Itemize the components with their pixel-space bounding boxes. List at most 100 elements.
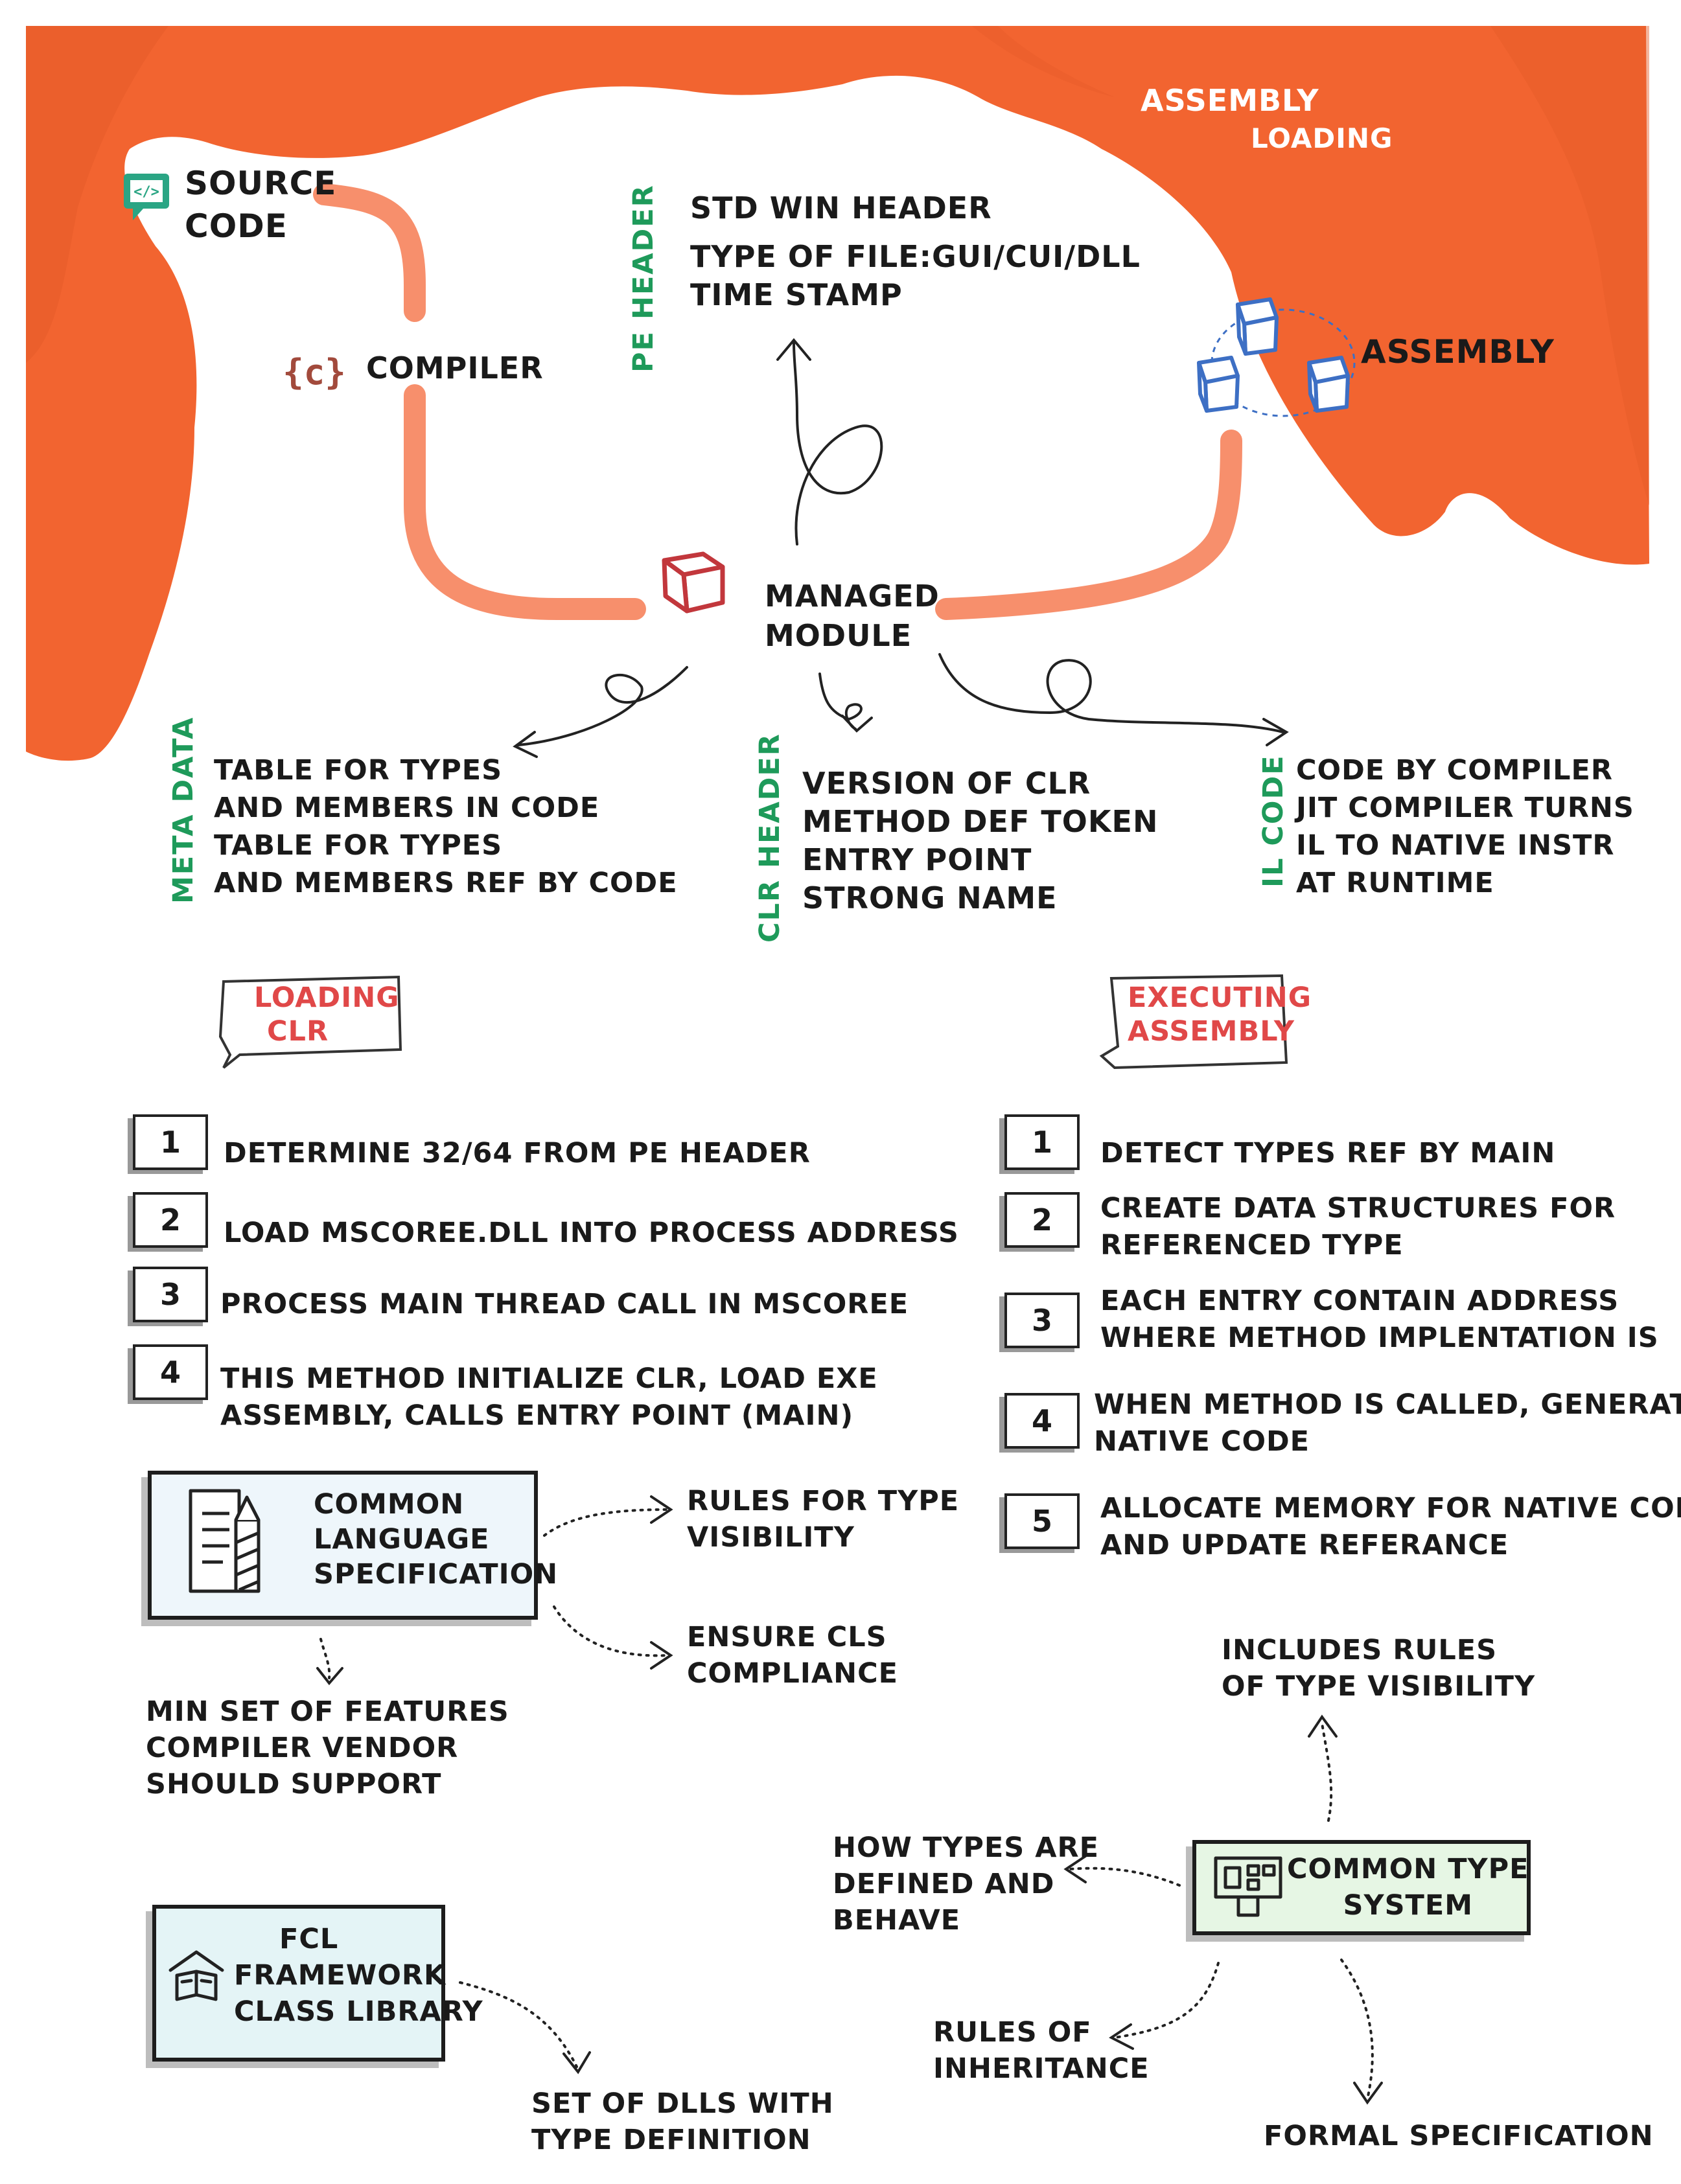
- arrow-head: [1262, 718, 1289, 746]
- curtain-fold: [972, 26, 1115, 97]
- cts-how-line: BEHAVE: [833, 1903, 961, 1937]
- clr-header-line: ENTRY POINT: [802, 842, 1032, 877]
- loading-step-line: PROCESS MAIN THREAD CALL IN MSCOREE: [220, 1288, 909, 1320]
- pe-header-lines: STD WIN HEADER TYPE OF FILE:GUI/CUI/DLL …: [690, 189, 1141, 314]
- curtain-fold: [1490, 26, 1649, 505]
- executing-step-number: 4: [1004, 1393, 1080, 1449]
- clr-header-tag: CLR HEADER: [754, 733, 786, 943]
- cls-rule-line: RULES FOR TYPE: [687, 1485, 960, 1517]
- source-code-line1: SOURCE: [185, 165, 337, 202]
- cls-rule-visibility: RULES FOR TYPE VISIBILITY: [687, 1484, 959, 1556]
- il-code-tag: IL CODE: [1257, 754, 1290, 888]
- il-code-line: AT RUNTIME: [1296, 867, 1494, 900]
- il-code-line: JIT COMPILER TURNS: [1296, 792, 1634, 825]
- loading-step-text: THIS METHOD INITIALIZE CLR, LOAD EXE ASS…: [220, 1361, 878, 1434]
- executing-step-text: ALLOCATE MEMORY FOR NATIVE CODE AND UPDA…: [1100, 1490, 1681, 1564]
- executing-step-line: CREATE DATA STRUCTURES FOR: [1100, 1192, 1616, 1224]
- cls-min-set-line: SHOULD SUPPORT: [146, 1767, 442, 1800]
- curtain-fold: [26, 26, 168, 363]
- cls-compliance-line: ENSURE CLS: [687, 1621, 887, 1653]
- cls-min-set-line: COMPILER VENDOR: [146, 1731, 459, 1764]
- arrow-head: [513, 731, 538, 758]
- pe-header-tag: PE HEADER: [627, 184, 660, 373]
- cls-rule-line: VISIBILITY: [687, 1521, 855, 1554]
- loading-step-line: THIS METHOD INITIALIZE CLR, LOAD EXE: [220, 1362, 878, 1395]
- cls-to-rules: [543, 1508, 669, 1537]
- il-code-lines: CODE BY COMPILER JIT COMPILER TURNS IL T…: [1296, 752, 1634, 902]
- structure-icon: [1214, 1856, 1282, 1917]
- executing-assembly-line2: ASSEMBLY: [1128, 1015, 1295, 1048]
- managed-module-line2: MODULE: [765, 617, 912, 653]
- source-code-line2: CODE: [185, 207, 288, 245]
- executing-step-text: EACH ENTRY CONTAIN ADDRESS WHERE METHOD …: [1100, 1283, 1659, 1357]
- arrow-head: [776, 338, 811, 361]
- cls-title: COMMON LANGUAGE SPECIFICATION: [314, 1488, 558, 1592]
- cls-compliance: ENSURE CLS COMPLIANCE: [687, 1620, 898, 1692]
- fcl-title: FCL FRAMEWORK CLASS LIBRARY: [234, 1922, 483, 2030]
- executing-step-line: REFERENCED TYPE: [1100, 1228, 1404, 1261]
- managed-module-label: MANAGED MODULE: [765, 577, 940, 655]
- loading-step-number: 4: [133, 1344, 208, 1400]
- clr-header-line: STRONG NAME: [802, 880, 1058, 915]
- cls-card: COMMON LANGUAGE SPECIFICATION: [148, 1471, 557, 1620]
- managed-module-line1: MANAGED: [765, 579, 940, 614]
- arrow-head: [841, 715, 873, 733]
- ribbon-loading-clr: [218, 975, 402, 1069]
- svg-text:{c}: {c}: [283, 352, 346, 393]
- metadata-tag: META DATA: [167, 716, 200, 904]
- cts-title-line: COMMON TYPE: [1287, 1853, 1529, 1885]
- pe-header-line: STD WIN HEADER: [690, 190, 992, 225]
- executing-step-text: DETECT TYPES REF BY MAIN: [1100, 1135, 1555, 1172]
- fcl-card: FCL FRAMEWORK CLASS LIBRARY: [152, 1905, 483, 2062]
- pipe-compiler-to-module: [404, 384, 646, 620]
- loading-step-line: LOAD MSCOREE.DLL INTO PROCESS ADDRESS: [224, 1217, 959, 1249]
- clr-header-lines: VERSION OF CLR METHOD DEF TOKEN ENTRY PO…: [802, 764, 1158, 917]
- executing-step-line: EACH ENTRY CONTAIN ADDRESS: [1100, 1285, 1619, 1317]
- fcl-dlls-line: TYPE DEFINITION: [531, 2123, 811, 2156]
- loading-clr-line2: CLR: [267, 1015, 329, 1048]
- loading-step-line: DETERMINE 32/64 FROM PE HEADER: [224, 1137, 811, 1169]
- loading-step-number: 2: [133, 1192, 208, 1248]
- braces-c-icon: {c}: [283, 352, 346, 393]
- clr-header-line: VERSION OF CLR: [802, 766, 1091, 801]
- cts-includes: INCLUDES RULES OF TYPE VISIBILITY: [1222, 1633, 1535, 1705]
- executing-step-number: 3: [1004, 1293, 1080, 1348]
- metadata-line: TABLE FOR TYPES: [214, 829, 503, 862]
- pipe-source-to-compiler: [313, 183, 426, 322]
- ribbon-executing-assembly: [1099, 974, 1288, 1070]
- cts-to-inherit: [1113, 1962, 1220, 2039]
- loading-step-text: LOAD MSCOREE.DLL INTO PROCESS ADDRESS: [224, 1215, 959, 1252]
- cts-includes-line: INCLUDES RULES: [1222, 1634, 1498, 1666]
- pe-header-line: TIME STAMP: [690, 277, 903, 312]
- header-title: ASSEMBLY LOADING: [1141, 81, 1393, 156]
- loading-step-text: DETERMINE 32/64 FROM PE HEADER: [224, 1135, 811, 1172]
- cts-card: COMMON TYPE SYSTEM: [1192, 1840, 1531, 1935]
- metadata-line: AND MEMBERS IN CODE: [214, 792, 600, 825]
- loop-arrow-metadata: [517, 666, 688, 746]
- fcl-title-line: FRAMEWORK: [234, 1959, 446, 1992]
- executing-step-line: AND UPDATE REFERANCE: [1100, 1528, 1509, 1561]
- cts-formal: FORMAL SPECIFICATION: [1264, 2119, 1654, 2155]
- executing-step-line: WHEN METHOD IS CALLED, GENERATE: [1094, 1388, 1681, 1421]
- cube-icon: [662, 551, 725, 614]
- code-monitor-icon: </>: [124, 174, 169, 220]
- executing-step-line: DETECT TYPES REF BY MAIN: [1100, 1137, 1556, 1169]
- cls-title-line: LANGUAGE: [314, 1523, 490, 1556]
- source-code-label: SOURCE CODE: [185, 162, 336, 247]
- cls-title-line: COMMON: [314, 1488, 465, 1521]
- cls-min-set: MIN SET OF FEATURES COMPILER VENDOR SHOU…: [146, 1694, 509, 1803]
- executing-assembly-title: EXECUTING ASSEMBLY: [1128, 982, 1312, 1048]
- executing-step-number: 1: [1004, 1114, 1080, 1170]
- loading-step-text: PROCESS MAIN THREAD CALL IN MSCOREE: [220, 1286, 909, 1323]
- assembly-label: ASSEMBLY: [1361, 333, 1555, 371]
- cts-inherit: RULES OF INHERITANCE: [933, 2015, 1150, 2087]
- metadata-line: AND MEMBERS REF BY CODE: [214, 867, 678, 900]
- cls-title-line: SPECIFICATION: [314, 1558, 559, 1591]
- curtain-banner: [26, 26, 1649, 761]
- cls-min-set-line: MIN SET OF FEATURES: [146, 1695, 509, 1728]
- loading-step-number: 1: [133, 1114, 208, 1170]
- executing-assembly-line1: EXECUTING: [1128, 982, 1312, 1014]
- header-title-line1: ASSEMBLY: [1141, 83, 1319, 118]
- executing-step-number: 2: [1004, 1192, 1080, 1248]
